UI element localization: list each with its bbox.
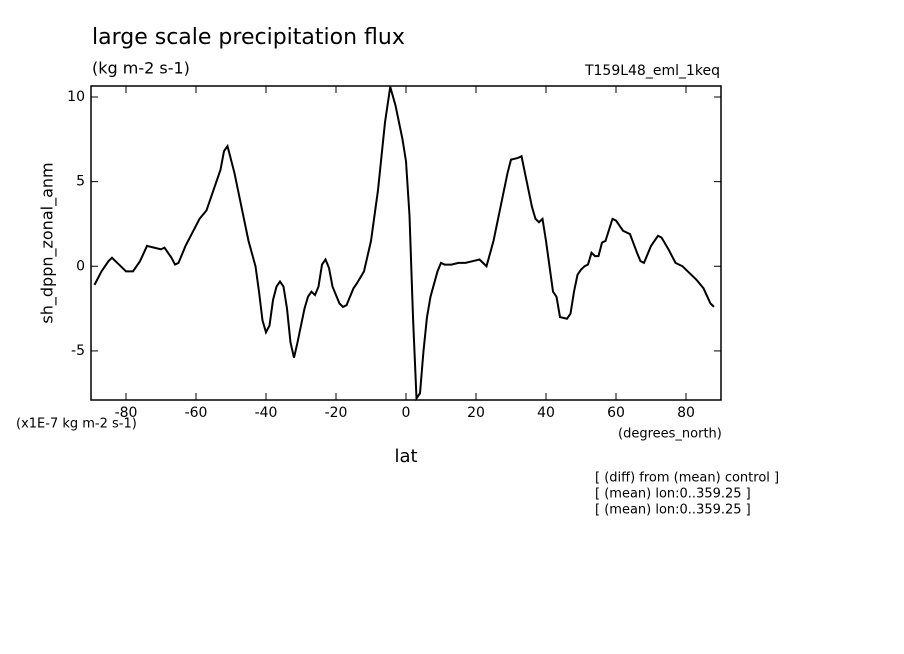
x-tick-label: 0 xyxy=(402,405,411,421)
note: [ (mean) lon:0..359.25 ] xyxy=(595,503,751,518)
experiment: T159L48_eml_1keq xyxy=(584,63,720,79)
x-unit: (degrees_north) xyxy=(618,427,722,442)
note: [ (diff) from (mean) control ] xyxy=(595,471,779,486)
y-tick-label: -5 xyxy=(71,343,85,359)
y-tick-label: 10 xyxy=(67,89,85,105)
x-tick-label: 60 xyxy=(607,405,625,421)
plot-frame xyxy=(90,85,722,401)
x-tick-label: -20 xyxy=(325,405,348,421)
x-tick-label: 80 xyxy=(677,405,695,421)
chart-title: large scale precipitation flux xyxy=(92,25,405,50)
y-tick-label: 5 xyxy=(76,174,85,190)
y-unit: (x1E-7 kg m-2 s-1) xyxy=(16,417,137,432)
x-tick-label: -40 xyxy=(255,405,278,421)
x-tick-label: -60 xyxy=(185,405,208,421)
x-tick-label: 40 xyxy=(537,405,555,421)
y-tick-label: 0 xyxy=(76,258,85,274)
x-tick-label: 20 xyxy=(467,405,485,421)
data-line xyxy=(93,86,715,402)
subtitle: (kg m-2 s-1) xyxy=(92,59,190,78)
x-axis-label: lat xyxy=(394,446,417,467)
x-tick-label: -80 xyxy=(115,405,138,421)
note: [ (mean) lon:0..359.25 ] xyxy=(595,487,751,502)
y-axis-label: sh_dppn_zonal_anm xyxy=(38,162,58,323)
